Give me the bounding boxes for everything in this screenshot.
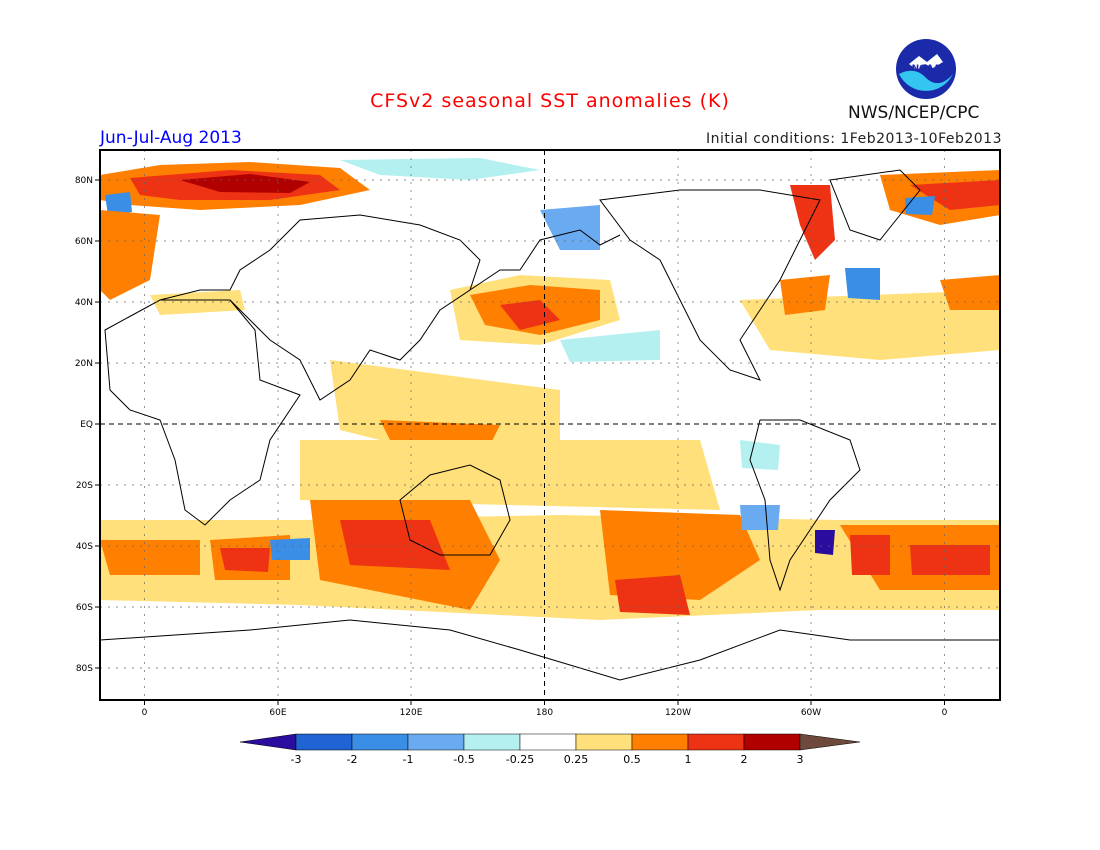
colorbar-label: 0.5 bbox=[623, 753, 641, 766]
lon-tick-label: 0 bbox=[142, 708, 148, 718]
colorbar-segment bbox=[519, 733, 577, 751]
colorbar-label: -0.25 bbox=[506, 753, 534, 766]
colorbar-label: 0.25 bbox=[564, 753, 589, 766]
map-title: CFSv2 seasonal SST anomalies (K) bbox=[370, 90, 730, 112]
colorbar-segment bbox=[631, 733, 689, 751]
noaa-logo-icon: NOAA bbox=[896, 39, 956, 99]
lon-tick-label: 60W bbox=[801, 708, 821, 718]
colorbar-arrow-high bbox=[799, 733, 861, 751]
colorbar-label: -2 bbox=[347, 753, 358, 766]
colorbar-segment bbox=[575, 733, 633, 751]
lon-tick-label: 120E bbox=[400, 708, 423, 718]
colorbar-segment bbox=[407, 733, 465, 751]
coastlines bbox=[100, 169, 1000, 681]
colorbar-arrow-low bbox=[239, 733, 297, 751]
colorbar-label: 3 bbox=[797, 753, 804, 766]
colorbar-label: 2 bbox=[741, 753, 748, 766]
initial-conditions-label: Initial conditions: 1Feb2013-10Feb2013 bbox=[706, 131, 1002, 147]
colorbar-segment bbox=[463, 733, 521, 751]
lat-tick-label: 80N bbox=[75, 176, 93, 186]
lat-tick-label: 60N bbox=[75, 237, 93, 247]
lat-tick-label: 80S bbox=[76, 664, 93, 674]
lat-tick-label: 40N bbox=[75, 298, 93, 308]
lon-tick-label: 60E bbox=[269, 708, 286, 718]
lat-tick-label: 40S bbox=[76, 542, 93, 552]
colorbar-label: -0.5 bbox=[453, 753, 474, 766]
agency-label: NWS/NCEP/CPC bbox=[848, 103, 980, 123]
logo-text: NOAA bbox=[912, 64, 941, 74]
lon-tick-label: 180 bbox=[536, 708, 553, 718]
season-label: Jun-Jul-Aug 2013 bbox=[100, 128, 242, 148]
lat-tick-labels: 80N 60N 40N 20N EQ 20S 40S 60S 80S bbox=[75, 176, 93, 674]
map-frame bbox=[99, 149, 1001, 701]
anomaly-shading bbox=[100, 158, 1000, 620]
colorbar: -3 -2 -1 -0.5 -0.25 0.25 0.5 1 2 3 bbox=[239, 733, 861, 766]
tick-marks bbox=[95, 179, 945, 705]
colorbar-segment bbox=[295, 733, 353, 751]
graticule bbox=[100, 150, 1000, 700]
lat-tick-label: 20N bbox=[75, 359, 93, 369]
lat-tick-label: 60S bbox=[76, 603, 93, 613]
lat-tick-label: EQ bbox=[80, 420, 93, 430]
lon-tick-labels: 0 60E 120E 180 120W 60W 0 bbox=[142, 708, 948, 718]
equator-dateline bbox=[100, 150, 1000, 700]
colorbar-label: -1 bbox=[403, 753, 414, 766]
colorbar-label: -3 bbox=[291, 753, 302, 766]
lat-tick-label: 20S bbox=[76, 481, 93, 491]
colorbar-segment bbox=[687, 733, 745, 751]
lon-tick-label: 0 bbox=[942, 708, 948, 718]
colorbar-segment bbox=[351, 733, 409, 751]
colorbar-segment bbox=[743, 733, 801, 751]
colorbar-label: 1 bbox=[685, 753, 692, 766]
lon-tick-label: 120W bbox=[665, 708, 691, 718]
